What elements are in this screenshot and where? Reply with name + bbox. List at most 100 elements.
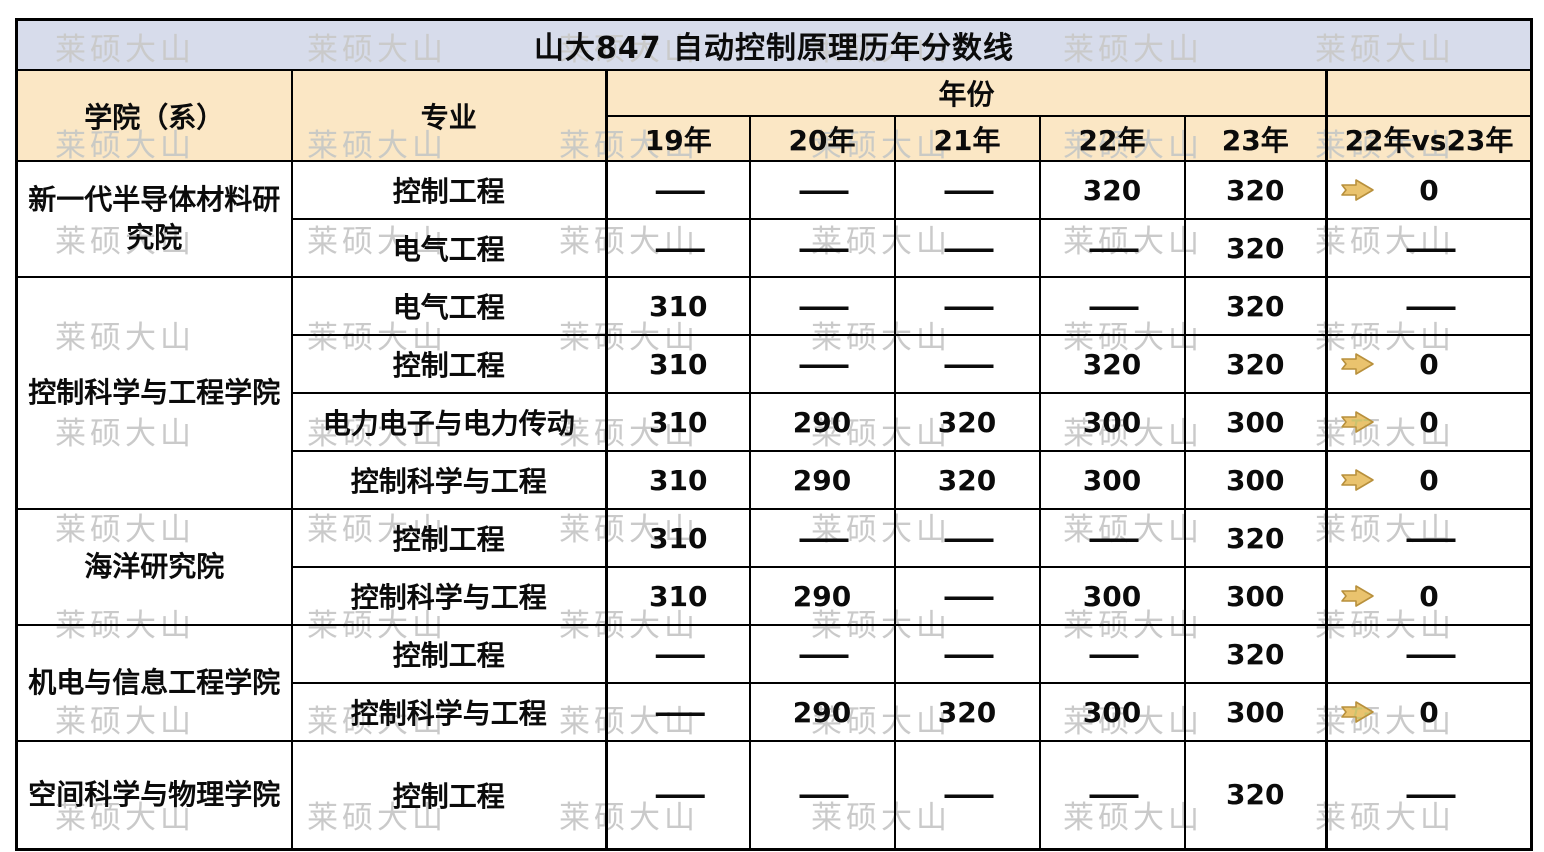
score-cell-year-22: 320 — [1038, 334, 1186, 394]
major-cell: 控制工程 — [290, 508, 608, 568]
right-arrow-icon-wrap — [1340, 699, 1376, 725]
score-cell-year-19: —— — [605, 218, 751, 278]
table-row: 电气工程 —— —— —— —— 320 —— — [17, 218, 1533, 278]
score-cell-year-22: 300 — [1038, 450, 1186, 510]
table-row: 控制科学与工程 —— 290 320 300 300 0 — [17, 682, 1533, 742]
score-cell-year-23: 300 — [1183, 682, 1328, 742]
compare-cell: 0 — [1325, 450, 1533, 510]
score-cell-year-21: —— — [893, 276, 1041, 336]
compare-cell: 0 — [1325, 334, 1533, 394]
score-cell-year-21: 320 — [893, 450, 1041, 510]
college-cell: 海洋研究院 — [15, 508, 293, 626]
right-arrow-icon — [1341, 353, 1374, 375]
major-cell: 控制工程 — [290, 624, 608, 684]
major-cell: 控制工程 — [290, 334, 608, 394]
header-compare-spacer — [1325, 69, 1533, 117]
compare-value: 0 — [1419, 463, 1439, 497]
score-cell-year-19: 310 — [605, 276, 751, 336]
major-cell: 电力电子与电力传动 — [290, 392, 608, 452]
score-cell-year-20: 290 — [748, 392, 896, 452]
header-year-group: 年份 — [605, 69, 1328, 117]
score-cell-year-19: 310 — [605, 566, 751, 626]
score-cell-year-23: 320 — [1183, 276, 1328, 336]
score-cell-year-23: 320 — [1183, 160, 1328, 220]
score-cell-year-21: —— — [893, 624, 1041, 684]
score-cell-year-23: 320 — [1183, 740, 1328, 850]
major-cell: 控制科学与工程 — [290, 566, 608, 626]
major-cell: 控制工程 — [290, 740, 608, 850]
score-cell-year-21: —— — [893, 508, 1041, 568]
score-cell-year-22: 320 — [1038, 160, 1186, 220]
score-cell-year-19: —— — [605, 740, 751, 850]
right-arrow-icon — [1341, 701, 1374, 723]
compare-value: —— — [1405, 231, 1457, 265]
college-cell: 新一代半导体材料研究院 — [15, 160, 293, 278]
table-row: 机电与信息工程学院 控制工程 —— —— —— —— 320 —— — [15, 624, 1533, 742]
compare-cell: 0 — [1325, 682, 1533, 742]
header-year-20: 20年 — [748, 115, 896, 162]
score-cell-year-23: 320 — [1183, 508, 1328, 568]
header-year-19: 19年 — [605, 115, 751, 162]
compare-cell: 0 — [1325, 392, 1533, 452]
right-arrow-icon — [1341, 585, 1374, 607]
score-cell-year-21: —— — [893, 334, 1041, 394]
score-cell-year-20: —— — [748, 218, 896, 278]
header-compare: 22年vs23年 — [1325, 115, 1533, 162]
score-cell-year-21: —— — [893, 566, 1041, 626]
compare-cell: —— — [1325, 624, 1533, 684]
header-college: 学院（系） — [15, 69, 293, 162]
compare-value: —— — [1405, 521, 1457, 555]
score-cell-year-23: 320 — [1183, 624, 1328, 684]
score-cell-year-22: —— — [1038, 740, 1186, 850]
score-cell-year-21: —— — [893, 218, 1041, 278]
score-cell-year-21: —— — [893, 740, 1041, 850]
score-cell-year-20: 290 — [748, 682, 896, 742]
table-row: 控制科学与工程学院 电气工程 310 —— —— —— 320 —— — [15, 276, 1533, 510]
score-cell-year-23: 320 — [1183, 334, 1328, 394]
table-row: 控制工程 310 —— —— 320 320 0 — [17, 334, 1533, 394]
score-cell-year-21: —— — [893, 160, 1041, 220]
table-row: 海洋研究院 控制工程 310 —— —— —— 320 —— — [15, 508, 1533, 626]
score-cell-year-22: 300 — [1038, 566, 1186, 626]
score-cell-year-23: 300 — [1183, 566, 1328, 626]
score-cell-year-19: 310 — [605, 392, 751, 452]
score-cell-year-22: 300 — [1038, 392, 1186, 452]
compare-cell: —— — [1325, 218, 1533, 278]
score-cell-year-23: 300 — [1183, 392, 1328, 452]
compare-value: 0 — [1419, 347, 1439, 381]
score-cell-year-22: 300 — [1038, 682, 1186, 742]
college-cell: 机电与信息工程学院 — [15, 624, 293, 742]
major-cell: 控制科学与工程 — [290, 682, 608, 742]
table-row: 电力电子与电力传动 310 290 320 300 300 0 — [17, 392, 1533, 452]
compare-value: —— — [1405, 778, 1457, 812]
header-year-21: 21年 — [893, 115, 1041, 162]
major-cell: 控制科学与工程 — [290, 450, 608, 510]
compare-cell: —— — [1325, 508, 1533, 568]
major-cell: 电气工程 — [290, 276, 608, 336]
score-cell-year-21: 320 — [893, 682, 1041, 742]
compare-cell: 0 — [1325, 566, 1533, 626]
score-cell-year-21: 320 — [893, 392, 1041, 452]
score-cell-year-20: —— — [748, 334, 896, 394]
score-cell-year-19: 310 — [605, 450, 751, 510]
compare-value: —— — [1405, 289, 1457, 323]
table-row: 空间科学与物理学院 控制工程 —— —— —— —— 320 —— — [15, 740, 1533, 850]
right-arrow-icon — [1341, 411, 1374, 433]
score-cell-year-20: —— — [748, 276, 896, 336]
score-cell-year-19: —— — [605, 682, 751, 742]
table-row: 控制科学与工程 310 290 320 300 300 0 — [17, 450, 1533, 510]
score-cell-year-22: —— — [1038, 508, 1186, 568]
header-year-23: 23年 — [1183, 115, 1328, 162]
compare-cell: 0 — [1325, 160, 1533, 220]
college-cell: 控制科学与工程学院 — [15, 276, 293, 510]
score-cell-year-19: 310 — [605, 334, 751, 394]
score-cell-year-20: —— — [748, 740, 896, 850]
compare-value: —— — [1405, 637, 1457, 671]
score-cell-year-22: —— — [1038, 276, 1186, 336]
score-cell-year-20: —— — [748, 160, 896, 220]
major-cell: 控制工程 — [290, 160, 608, 220]
score-cell-year-23: 300 — [1183, 450, 1328, 510]
major-cell: 电气工程 — [290, 218, 608, 278]
compare-cell: —— — [1325, 276, 1533, 336]
right-arrow-icon-wrap — [1340, 177, 1376, 203]
